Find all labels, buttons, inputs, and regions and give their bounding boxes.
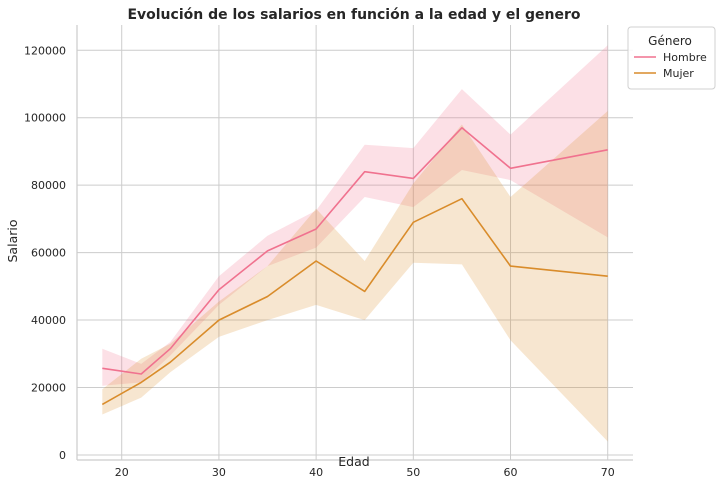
x-axis-label: Edad xyxy=(338,454,369,469)
y-tick-label: 100000 xyxy=(24,112,66,125)
y-tick-label: 120000 xyxy=(24,44,66,57)
chart-title: Evolución de los salarios en función a l… xyxy=(127,7,580,23)
y-tick-label: 0 xyxy=(59,449,66,462)
x-tick-label: 20 xyxy=(115,466,129,479)
y-tick-labels: 0 20000 40000 60000 80000 100000 120000 xyxy=(24,44,66,462)
x-tick-label: 60 xyxy=(504,466,518,479)
legend-label-mujer: Mujer xyxy=(663,67,694,80)
x-tick-label: 50 xyxy=(406,466,420,479)
legend-items: Hombre Mujer xyxy=(634,51,707,80)
series-line-hombre xyxy=(102,127,608,375)
ci-band-hombre xyxy=(102,45,608,386)
x-tick-label: 30 xyxy=(212,466,226,479)
y-axis-label: Salario xyxy=(5,220,20,263)
y-tick-label: 20000 xyxy=(31,382,66,395)
y-tick-label: 40000 xyxy=(31,314,66,327)
legend-title: Género xyxy=(648,34,692,48)
y-tick-label: 60000 xyxy=(31,247,66,260)
x-tick-labels: 20 30 40 50 60 70 xyxy=(115,466,615,479)
legend: Género Hombre Mujer xyxy=(627,26,716,90)
axes-spines xyxy=(76,25,633,461)
y-tick-label: 80000 xyxy=(31,179,66,192)
series-lines xyxy=(101,127,608,406)
confidence-bands xyxy=(102,45,608,442)
x-tick-label: 40 xyxy=(309,466,323,479)
x-tick-label: 70 xyxy=(601,466,615,479)
grid-lines xyxy=(77,25,633,460)
legend-label-hombre: Hombre xyxy=(663,51,707,64)
series-line-mujer xyxy=(101,197,608,406)
ci-band-mujer xyxy=(102,111,608,442)
